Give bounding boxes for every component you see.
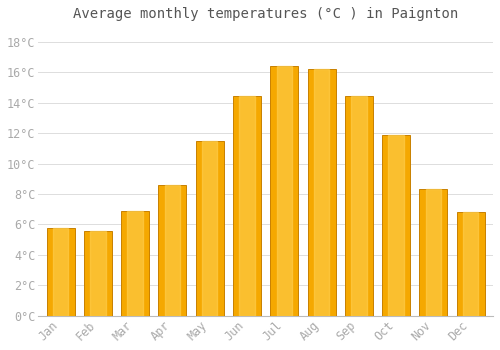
Bar <box>426 189 441 316</box>
Bar <box>128 211 143 316</box>
Bar <box>314 69 330 316</box>
Bar <box>388 134 404 316</box>
Bar <box>158 185 186 316</box>
Bar <box>420 189 448 316</box>
Bar <box>276 66 292 316</box>
Bar <box>46 228 74 316</box>
Bar <box>270 66 298 316</box>
Bar <box>53 228 68 316</box>
Bar <box>164 185 180 316</box>
Bar <box>196 141 224 316</box>
Bar <box>240 96 254 316</box>
Bar <box>463 212 478 316</box>
Bar <box>382 134 410 316</box>
Bar <box>345 96 373 316</box>
Bar <box>84 231 112 316</box>
Bar <box>121 211 149 316</box>
Bar <box>233 96 261 316</box>
Title: Average monthly temperatures (°C ) in Paignton: Average monthly temperatures (°C ) in Pa… <box>73 7 458 21</box>
Bar <box>351 96 366 316</box>
Bar <box>456 212 484 316</box>
Bar <box>308 69 336 316</box>
Bar <box>202 141 218 316</box>
Bar <box>90 231 106 316</box>
